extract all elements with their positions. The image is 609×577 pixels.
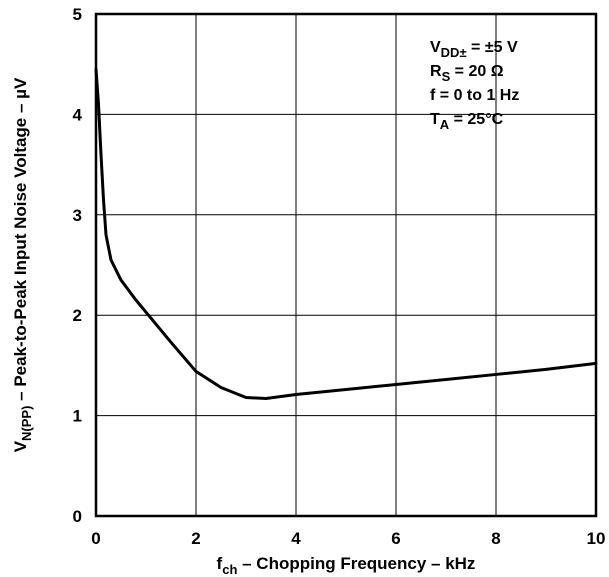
x-tick-label-0: 0	[91, 529, 100, 548]
series-layer	[94, 67, 598, 401]
x-axis-title-rest: – Chopping Frequency – kHz	[237, 554, 475, 573]
x-tick-label-10: 10	[587, 529, 606, 548]
x-tick-label-8: 8	[491, 529, 500, 548]
y-tick-label-4: 4	[73, 105, 83, 124]
x-axis-title: fch – Chopping Frequency – kHz	[217, 554, 476, 577]
y-tick-labels: 0 1 2 3 4 5	[73, 5, 83, 526]
x-tick-labels: 0 2 4 6 8 10	[91, 529, 605, 548]
y-axis-title-main: V	[11, 440, 30, 452]
x-axis-title-main: f	[217, 554, 223, 573]
series-line-0	[94, 67, 598, 401]
condition-line-3: TA = 25°C	[430, 111, 504, 132]
x-tick-label-2: 2	[191, 529, 200, 548]
y-tick-label-0: 0	[73, 507, 82, 526]
y-axis-title-sub: N(PP)	[19, 406, 34, 441]
condition-line-0: VDD± = ±5 V	[430, 39, 518, 60]
y-tick-label-5: 5	[73, 5, 82, 24]
x-tick-label-6: 6	[391, 529, 400, 548]
grid-lines	[96, 14, 596, 516]
test-conditions-annotation: VDD± = ±5 V RS = 20 Ω f = 0 to 1 Hz TA = 25…	[430, 39, 519, 132]
x-axis-title-sub: ch	[222, 562, 237, 577]
y-tick-label-2: 2	[73, 306, 82, 325]
plot-border	[94, 12, 598, 518]
x-tick-label-4: 4	[291, 529, 301, 548]
condition-line-2: f = 0 to 1 Hz	[430, 87, 519, 104]
y-axis-title: VN(PP) – Peak-to-Peak Input Noise Voltag…	[11, 77, 34, 452]
y-axis-title-rest: – Peak-to-Peak Input Noise Voltage – µV	[11, 77, 30, 406]
condition-line-1: RS = 20 Ω	[430, 63, 504, 84]
y-tick-label-1: 1	[73, 407, 82, 426]
plot-frame	[94, 12, 598, 518]
y-tick-label-3: 3	[73, 206, 82, 225]
